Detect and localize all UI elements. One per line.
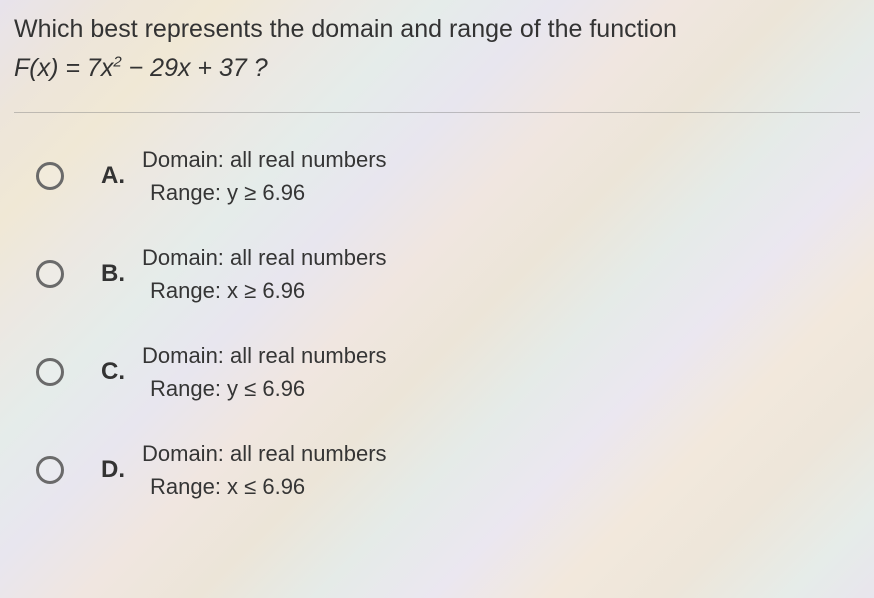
choice-d[interactable]: D. Domain: all real numbers Range: x ≤ 6…: [36, 437, 860, 503]
choice-answer-d: Domain: all real numbers Range: x ≤ 6.96: [142, 437, 387, 503]
radio-button-a[interactable]: [36, 162, 64, 190]
fx-suffix: − 29x + 37 ?: [122, 54, 268, 82]
choice-c-range: Range: y ≤ 6.96: [142, 372, 387, 405]
choice-a-range: Range: y ≥ 6.96: [142, 176, 387, 209]
choice-d-domain: Domain: all real numbers: [142, 437, 387, 470]
choice-letter-d: D.: [90, 456, 136, 484]
choice-letter-b: B.: [90, 260, 136, 288]
radio-button-c[interactable]: [36, 358, 64, 386]
question-text: Which best represents the domain and ran…: [14, 10, 860, 113]
choice-b-range: Range: x ≥ 6.96: [142, 274, 387, 307]
choice-answer-c: Domain: all real numbers Range: y ≤ 6.96: [142, 339, 387, 405]
choice-d-range: Range: x ≤ 6.96: [142, 470, 387, 503]
answer-choices: A. Domain: all real numbers Range: y ≥ 6…: [14, 113, 860, 503]
choice-answer-b: Domain: all real numbers Range: x ≥ 6.96: [142, 241, 387, 307]
choice-c[interactable]: C. Domain: all real numbers Range: y ≤ 6…: [36, 339, 860, 405]
fx-exponent: 2: [113, 53, 121, 70]
choice-a[interactable]: A. Domain: all real numbers Range: y ≥ 6…: [36, 143, 860, 209]
choice-letter-a: A.: [90, 162, 136, 190]
choice-c-domain: Domain: all real numbers: [142, 339, 387, 372]
choice-answer-a: Domain: all real numbers Range: y ≥ 6.96: [142, 143, 387, 209]
choice-letter-c: C.: [90, 358, 136, 386]
radio-button-d[interactable]: [36, 456, 64, 484]
choice-b[interactable]: B. Domain: all real numbers Range: x ≥ 6…: [36, 241, 860, 307]
question-line1: Which best represents the domain and ran…: [14, 15, 677, 43]
radio-button-b[interactable]: [36, 260, 64, 288]
function-expression: F(x) = 7x2 − 29x + 37 ?: [14, 54, 268, 82]
choice-b-domain: Domain: all real numbers: [142, 241, 387, 274]
fx-prefix: F(x) = 7x: [14, 54, 113, 82]
choice-a-domain: Domain: all real numbers: [142, 143, 387, 176]
